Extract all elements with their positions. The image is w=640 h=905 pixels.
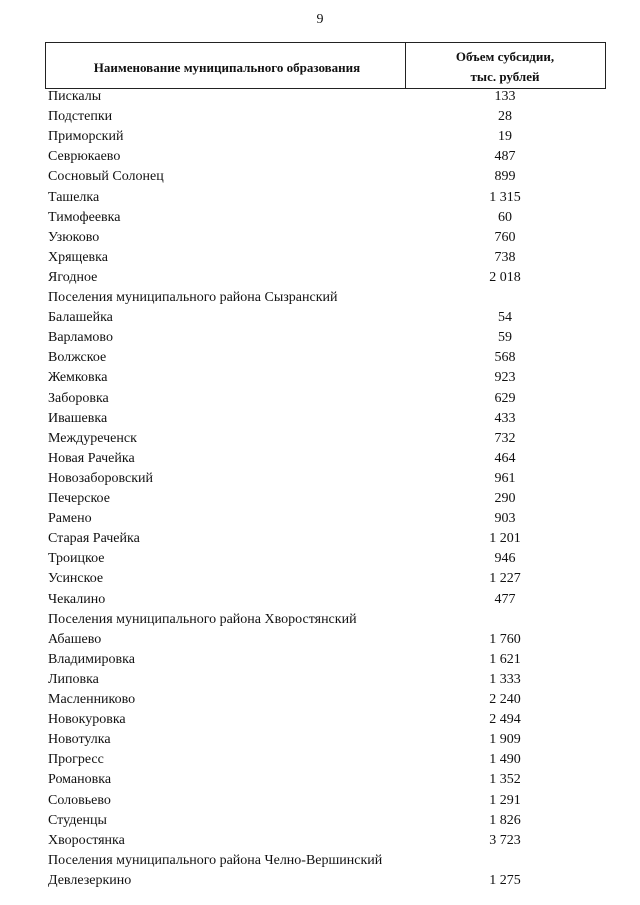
row-name: Студенцы [48, 812, 107, 828]
row-value: 133 [494, 89, 516, 104]
row-value: 433 [494, 410, 516, 426]
row-name: Соловьево [48, 792, 111, 808]
row-name: Узюково [48, 229, 100, 245]
row-value: 3 723 [489, 832, 521, 848]
row-name: Новокуровка [48, 712, 126, 728]
section-heading: Поселения муниципального района Сызранск… [48, 290, 338, 305]
row-name: Усинское [48, 571, 104, 587]
row-name: Пискалы [48, 89, 102, 104]
row-value: 2 018 [489, 269, 521, 285]
row-value: 59 [498, 330, 512, 346]
row-value: 1 621 [489, 651, 521, 667]
row-value: 19 [498, 129, 512, 145]
row-value: 54 [498, 310, 512, 326]
row-name: Жемковка [48, 370, 108, 386]
row-value: 732 [494, 430, 516, 446]
row-value: 1 909 [489, 732, 521, 748]
row-value: 487 [494, 149, 516, 165]
row-name: Балашейка [48, 310, 113, 326]
section-heading: Поселения муниципального района Хворостя… [48, 611, 357, 627]
row-name: Хворостянка [48, 832, 125, 848]
row-name: Романовка [48, 772, 112, 788]
row-value: 946 [494, 551, 516, 567]
row-name: Абашево [48, 631, 102, 647]
row-name: Сосновый Солонец [48, 169, 164, 185]
row-name: Чекалино [48, 591, 106, 607]
row-value: 1 826 [489, 812, 521, 828]
row-value: 2 240 [489, 692, 521, 707]
row-name: Владимировка [48, 651, 135, 667]
row-value: 1 315 [489, 189, 521, 205]
row-name: Новая Рачейка [48, 450, 135, 466]
row-name: Масленниково [48, 692, 136, 707]
row-value: 760 [494, 229, 516, 245]
header-divider [405, 42, 406, 89]
row-name: Ташелка [48, 189, 100, 205]
row-value: 738 [494, 249, 516, 265]
row-value: 629 [494, 390, 516, 406]
row-value: 899 [494, 169, 516, 185]
row-value: 1 201 [489, 531, 521, 547]
row-value: 464 [494, 450, 516, 466]
row-name: Хрящевка [48, 249, 108, 265]
row-value: 2 494 [489, 712, 521, 728]
header-value: тыс. рублей [470, 69, 540, 84]
row-value: 1 227 [489, 571, 521, 587]
row-value: 1 490 [489, 752, 521, 768]
row-value: 1 291 [489, 792, 521, 808]
row-name: Севрюкаево [48, 149, 121, 165]
row-name: Варламово [48, 330, 113, 346]
row-name: Волжское [48, 350, 107, 366]
header-name: Наименование муниципального образования [93, 60, 361, 75]
row-name: Рамено [48, 511, 92, 527]
row-name: Девлезеркино [48, 872, 132, 888]
row-name: Липовка [48, 671, 99, 687]
section-heading: Поселения муниципального района Челно-Ве… [48, 852, 383, 868]
row-name: Прогресс [48, 752, 104, 768]
row-name: Подстепки [48, 109, 113, 125]
row-name: Печерское [48, 491, 110, 506]
row-name: Заборовка [48, 390, 109, 406]
row-name: Ягодное [48, 269, 98, 285]
row-value: 903 [494, 511, 516, 527]
row-name: Троицкое [48, 551, 105, 567]
row-value: 477 [494, 591, 516, 607]
row-name: Междуреченск [48, 430, 137, 446]
table-header-box [45, 42, 606, 89]
row-value: 961 [494, 470, 516, 486]
row-value: 60 [498, 209, 512, 225]
row-value: 923 [494, 370, 516, 386]
row-value: 290 [494, 491, 516, 506]
row-value: 1 275 [489, 872, 521, 888]
row-value: 1 760 [489, 631, 521, 647]
row-value: 1 352 [489, 772, 521, 788]
row-name: Новозаборовский [48, 470, 154, 486]
row-name: Старая Рачейка [48, 531, 140, 547]
header-value: Объем субсидии, [455, 49, 555, 64]
row-name: Приморский [48, 129, 124, 145]
page-number: 9 [316, 12, 324, 27]
row-name: Тимофеевка [48, 209, 121, 225]
row-name: Ивашевка [48, 410, 108, 426]
row-value: 28 [498, 109, 512, 125]
row-value: 568 [494, 350, 516, 366]
row-value: 1 333 [489, 671, 521, 687]
row-name: Новотулка [48, 732, 111, 748]
